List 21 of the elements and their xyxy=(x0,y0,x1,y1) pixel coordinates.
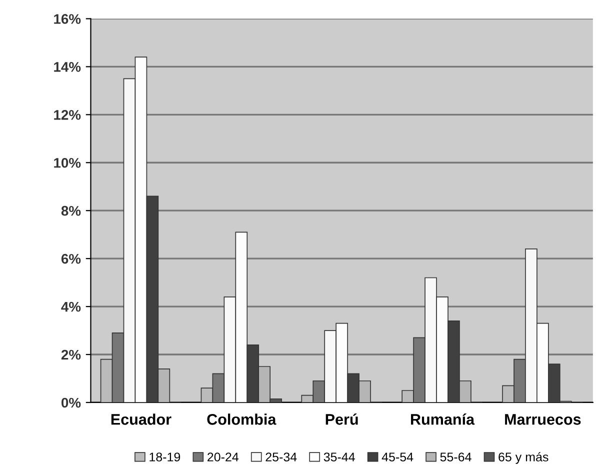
legend-label: 45-54 xyxy=(382,452,414,462)
legend-label: 65 y más xyxy=(498,452,548,464)
y-tick-label: 4% xyxy=(61,302,81,312)
legend-label: 55-64 xyxy=(440,452,472,462)
x-tick-label: Colombia xyxy=(207,414,276,425)
x-tick-label: Ecuador xyxy=(111,414,172,425)
x-tick-label: Perú xyxy=(326,413,358,425)
y-tick-label: 14% xyxy=(54,62,81,72)
y-tick-label: 6% xyxy=(61,254,81,264)
y-tick-label: 2% xyxy=(61,350,81,360)
legend-label: 35-44 xyxy=(324,452,355,462)
legend-label: 20-24 xyxy=(208,452,239,462)
x-tick-label: Marruecos xyxy=(505,414,581,425)
legend-label: 18-19 xyxy=(150,452,180,462)
y-tick-label: 12% xyxy=(54,110,81,120)
y-tick-label: 0% xyxy=(62,398,81,408)
x-tick-label: Rumanía xyxy=(411,413,475,425)
y-tick-label: 8% xyxy=(61,206,81,216)
legend-label: 25-34 xyxy=(266,452,297,462)
y-tick-label: 10% xyxy=(54,158,81,168)
y-tick-label: 16% xyxy=(54,14,81,24)
